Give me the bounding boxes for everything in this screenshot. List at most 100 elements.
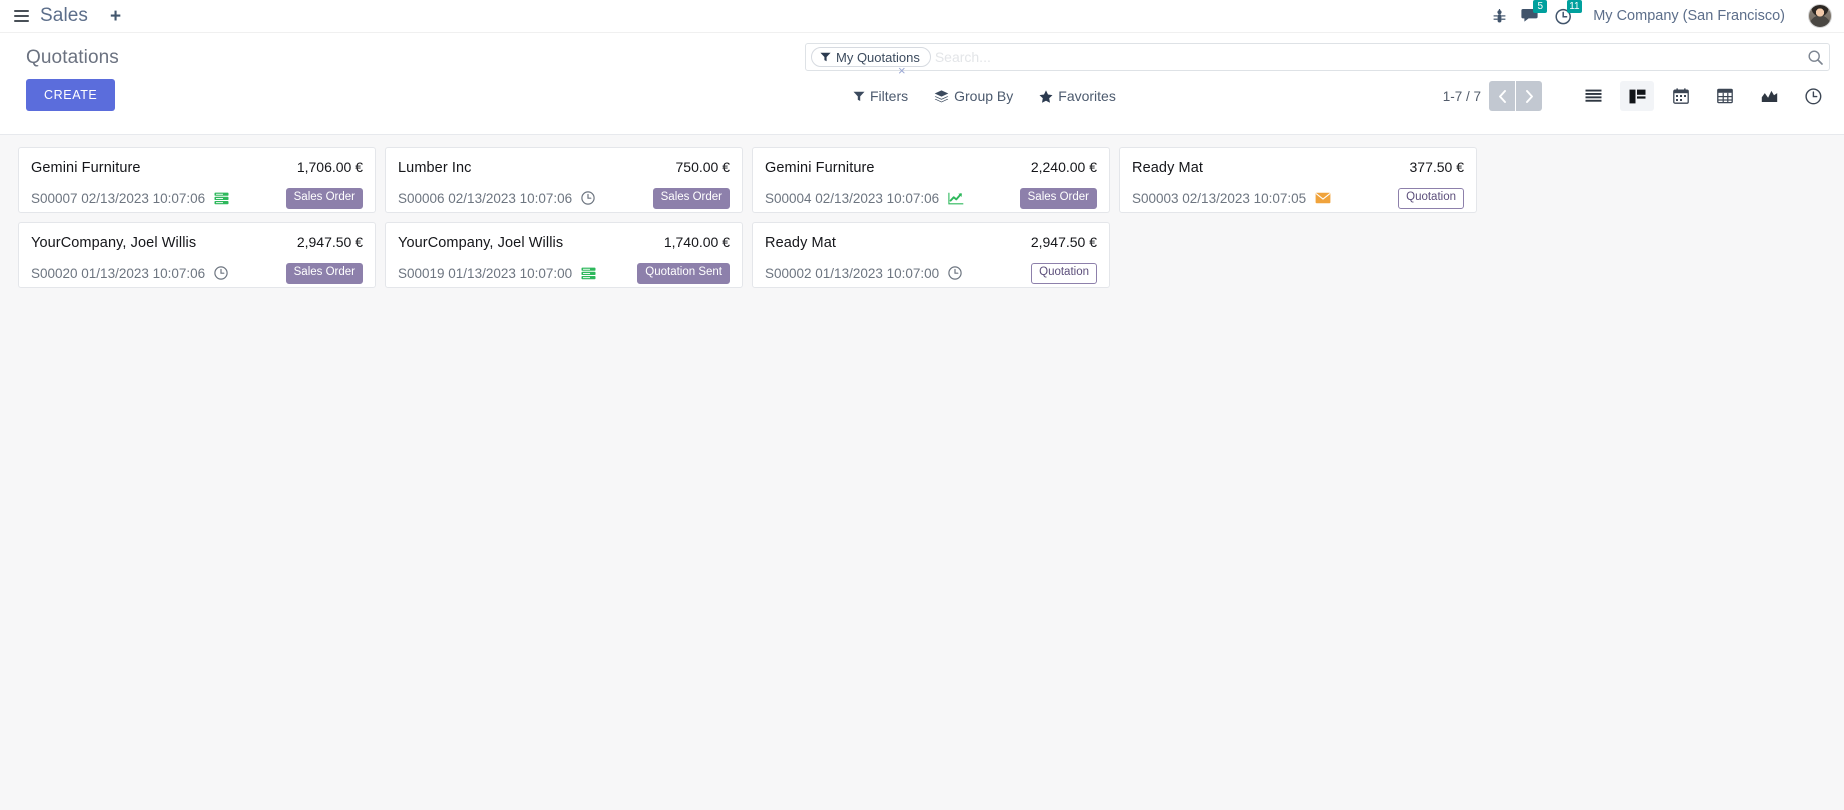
pager: 1-7 / 7: [1443, 81, 1542, 111]
list-icon: [1585, 89, 1601, 102]
search-facet-remove-icon[interactable]: ×: [898, 63, 906, 78]
card-amount: 2,240.00 €: [1030, 159, 1097, 175]
create-button[interactable]: CREATE: [26, 79, 116, 111]
pager-next-button[interactable]: [1516, 81, 1542, 111]
card-reference-date: S00002 01/13/2023 10:07:00: [765, 265, 940, 281]
kanban-card[interactable]: Gemini Furniture 1,706.00 € S00007 02/13…: [18, 147, 376, 213]
kanban-icon: [1629, 89, 1645, 103]
status-badge: Quotation: [1398, 188, 1464, 209]
card-header: Ready Mat 377.50 €: [1132, 159, 1464, 176]
filters-label: Filters: [870, 88, 909, 104]
hamburger-menu-icon[interactable]: [8, 3, 34, 29]
card-reference-date: S00006 02/13/2023 10:07:06: [398, 190, 573, 206]
card-reference-date: S00020 01/13/2023 10:07:06: [31, 265, 206, 281]
list-view-button[interactable]: [1576, 81, 1610, 111]
search-input[interactable]: [930, 45, 1808, 69]
status-badge: Sales Order: [285, 188, 363, 209]
card-header: Ready Mat 2,947.50 €: [765, 234, 1097, 251]
kanban-view-button[interactable]: [1620, 81, 1654, 111]
card-amount: 750.00 €: [675, 159, 731, 175]
line-chart-green-icon[interactable]: [948, 192, 964, 205]
card-meta: S00019 01/13/2023 10:07:00: [398, 266, 596, 281]
pager-previous-button[interactable]: [1489, 81, 1515, 111]
group-by-dropdown[interactable]: Group By: [934, 88, 1013, 104]
card-meta: S00002 01/13/2023 10:07:00: [765, 266, 962, 281]
bug-icon[interactable]: [1493, 8, 1506, 24]
card-meta: S00007 02/13/2023 10:07:06: [31, 191, 229, 206]
chevron-left-icon: [1498, 89, 1506, 103]
envelope-orange-icon[interactable]: [1315, 192, 1331, 204]
activities-badge-count: 11: [1567, 0, 1582, 13]
activities-clock-icon[interactable]: 11: [1555, 0, 1582, 25]
navbar-right-group: 5 11 My Company (San Francisco): [1493, 0, 1832, 28]
kanban-card[interactable]: YourCompany, Joel Willis 1,740.00 € S000…: [385, 222, 743, 288]
card-header: Lumber Inc 750.00 €: [398, 159, 730, 176]
kanban-card[interactable]: Ready Mat 377.50 € S00003 02/13/2023 10:…: [1119, 147, 1477, 213]
clock-icon[interactable]: [214, 266, 228, 280]
filter-icon: [853, 91, 865, 101]
card-partner-name: Ready Mat: [1132, 160, 1204, 176]
card-reference-date: S00019 01/13/2023 10:07:00: [398, 265, 573, 281]
kanban-card[interactable]: YourCompany, Joel Willis 2,947.50 € S000…: [18, 222, 376, 288]
new-record-plus-icon[interactable]: +: [110, 5, 122, 27]
card-partner-name: Lumber Inc: [398, 160, 472, 176]
card-meta: S00020 01/13/2023 10:07:06: [31, 266, 228, 281]
card-partner-name: YourCompany, Joel Willis: [398, 235, 564, 251]
pivot-table-icon: [1717, 88, 1733, 104]
kanban-card[interactable]: Lumber Inc 750.00 € S00006 02/13/2023 10…: [385, 147, 743, 213]
search-dropdowns: Filters Group By Favorites: [853, 88, 1116, 104]
company-switcher[interactable]: My Company (San Francisco): [1593, 8, 1785, 24]
pivot-view-button[interactable]: [1708, 81, 1742, 111]
search-icon[interactable]: [1808, 49, 1823, 65]
messages-icon[interactable]: 5: [1521, 0, 1548, 24]
card-footer: S00004 02/13/2023 10:07:06 Sales Order: [765, 188, 1097, 209]
graph-view-button[interactable]: [1752, 81, 1786, 111]
search-row[interactable]: My Quotations ×: [805, 43, 1830, 77]
card-partner-name: Gemini Furniture: [31, 160, 141, 176]
user-avatar[interactable]: [1808, 4, 1832, 28]
card-footer: S00006 02/13/2023 10:07:06 Sales Order: [398, 188, 730, 209]
filters-dropdown[interactable]: Filters: [853, 88, 908, 104]
filter-icon: [820, 52, 831, 62]
status-badge: Sales Order: [652, 188, 730, 209]
pager-range[interactable]: 1-7 / 7: [1442, 88, 1481, 104]
status-badge: Sales Order: [285, 263, 363, 284]
clock-icon[interactable]: [948, 266, 962, 280]
kanban-card[interactable]: Ready Mat 2,947.50 € S00002 01/13/2023 1…: [752, 222, 1110, 288]
search-facet-my-quotations[interactable]: My Quotations: [811, 47, 931, 67]
card-amount: 2,947.50 €: [1030, 234, 1097, 250]
kanban-board: Gemini Furniture 1,706.00 € S00007 02/13…: [0, 135, 1844, 810]
clock-icon: [1804, 87, 1821, 104]
activity-planned-green-icon[interactable]: [581, 267, 596, 280]
activity-view-button[interactable]: [1796, 81, 1830, 111]
card-meta: S00004 02/13/2023 10:07:06: [765, 191, 964, 206]
card-footer: S00020 01/13/2023 10:07:06 Sales Order: [31, 263, 363, 284]
graph-area-icon: [1761, 90, 1777, 102]
card-reference-date: S00004 02/13/2023 10:07:06: [765, 190, 940, 206]
card-footer: S00003 02/13/2023 10:07:05 Quotation: [1132, 188, 1464, 209]
card-header: YourCompany, Joel Willis 1,740.00 €: [398, 234, 730, 251]
favorites-dropdown[interactable]: Favorites: [1039, 88, 1116, 104]
calendar-view-button[interactable]: [1664, 81, 1698, 111]
card-header: YourCompany, Joel Willis 2,947.50 €: [31, 234, 363, 251]
card-amount: 1,740.00 €: [663, 234, 730, 250]
chevron-right-icon: [1525, 89, 1533, 103]
favorites-label: Favorites: [1058, 88, 1116, 104]
top-navbar: Sales + 5 11: [0, 0, 1844, 33]
app-brand-sales[interactable]: Sales: [40, 5, 89, 26]
star-icon: [1039, 89, 1053, 103]
card-footer: S00007 02/13/2023 10:07:06 Sales Order: [31, 188, 363, 209]
clock-icon[interactable]: [581, 191, 595, 205]
card-footer: S00002 01/13/2023 10:07:00 Quotation: [765, 263, 1097, 284]
activity-planned-green-icon[interactable]: [214, 192, 229, 205]
kanban-card[interactable]: Gemini Furniture 2,240.00 € S00004 02/13…: [752, 147, 1110, 213]
search-facet-label: My Quotations: [836, 49, 920, 65]
status-badge: Quotation: [1031, 263, 1097, 284]
control-panel: Quotations CREATE My Quotations ×: [0, 33, 1844, 135]
card-header: Gemini Furniture 1,706.00 €: [31, 159, 363, 176]
layers-icon: [934, 89, 949, 102]
page-title: Quotations: [26, 47, 119, 68]
card-meta: S00006 02/13/2023 10:07:06: [398, 191, 595, 206]
card-partner-name: Gemini Furniture: [765, 160, 875, 176]
group-by-label: Group By: [954, 88, 1014, 104]
